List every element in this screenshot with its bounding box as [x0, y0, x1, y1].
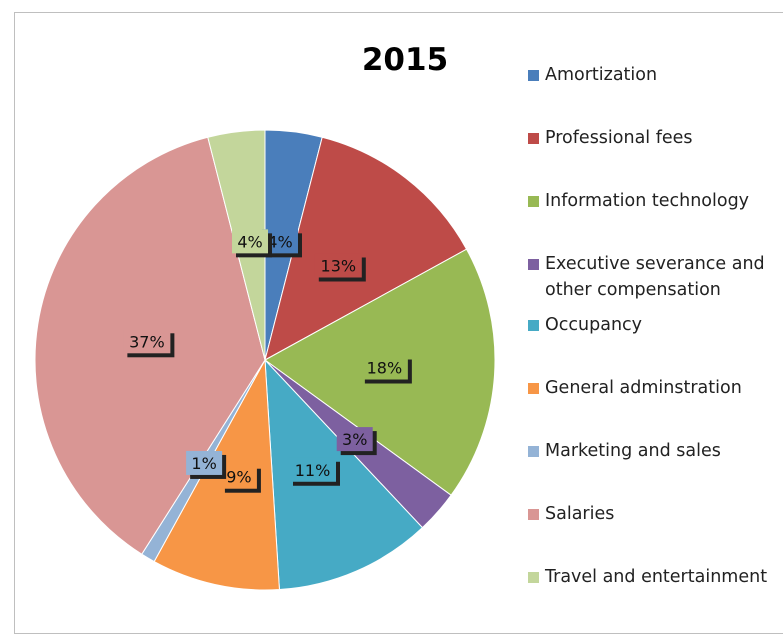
legend-label: Professional fees — [545, 128, 693, 148]
legend-swatch — [528, 446, 539, 457]
pie-slice — [264, 358, 424, 591]
data-label-text: 9% — [226, 468, 251, 487]
legend-label: Marketing and sales — [545, 441, 721, 461]
legend-entry: Professional fees — [528, 125, 783, 188]
page: 2015 4% 13% 18% 3% 11% 9% 1% 37% 4% Amortization… — [14, 12, 783, 634]
legend-entry: Marketing and sales — [528, 438, 783, 501]
chart-title: 2015 — [362, 42, 448, 78]
legend-entry: General adminstration — [528, 375, 783, 438]
data-label-box — [336, 427, 373, 452]
pie-slice — [264, 136, 468, 361]
legend-entry: Executive severance and other compensati… — [528, 251, 783, 312]
data-label: 3% — [336, 427, 377, 456]
data-label: 1% — [186, 450, 227, 479]
legend-swatch — [528, 509, 539, 520]
legend-entry: Salaries — [528, 501, 783, 564]
legend-swatch — [528, 383, 539, 394]
legend-swatch — [528, 196, 539, 207]
data-label-text: 3% — [342, 430, 367, 449]
legend-swatch — [528, 259, 539, 270]
legend-label: Travel and entertainment — [545, 567, 768, 587]
legend-label: Information technology — [545, 191, 750, 211]
data-label: 37% — [123, 329, 175, 358]
chart: 2015 4% 13% 18% 3% 11% 9% 1% 37% 4% — [34, 42, 496, 591]
data-label-box — [220, 464, 257, 489]
legend-swatch — [528, 133, 539, 144]
legend-entry: Travel and entertainment — [528, 564, 783, 627]
legend-label: General adminstration — [545, 378, 742, 398]
legend-label: Occupancy — [545, 315, 643, 335]
data-label-box — [232, 229, 269, 254]
legend-swatch — [528, 572, 539, 583]
data-label-text: 1% — [191, 454, 216, 473]
data-label: 4% — [232, 229, 273, 258]
data-label-box — [288, 457, 336, 482]
data-label-text: 13% — [321, 256, 357, 275]
legend: Amortization Professional fees Information… — [528, 62, 783, 627]
legend-label: Salaries — [545, 504, 615, 524]
data-label-box — [360, 355, 408, 380]
data-label-text: 4% — [237, 232, 262, 251]
legend-swatch — [528, 320, 539, 331]
data-label-text: 18% — [367, 359, 403, 378]
data-label-text: 4% — [267, 232, 292, 251]
data-label-text: 11% — [295, 461, 331, 480]
data-label-box — [186, 450, 223, 475]
data-label: 9% — [220, 464, 261, 493]
legend-entry: Information technology — [528, 188, 783, 251]
data-label-box — [123, 329, 171, 354]
legend-entry: Amortization — [528, 62, 783, 125]
legend-entry: Occupancy — [528, 312, 783, 375]
data-label-box — [314, 253, 362, 278]
data-label-text: 37% — [129, 332, 165, 351]
legend-swatch — [528, 70, 539, 81]
legend-label: Executive severance and other compensati… — [545, 254, 765, 300]
data-label: 11% — [288, 457, 340, 486]
legend-label: Amortization — [545, 65, 658, 85]
data-label: 13% — [314, 253, 366, 282]
data-label: 18% — [360, 355, 412, 384]
